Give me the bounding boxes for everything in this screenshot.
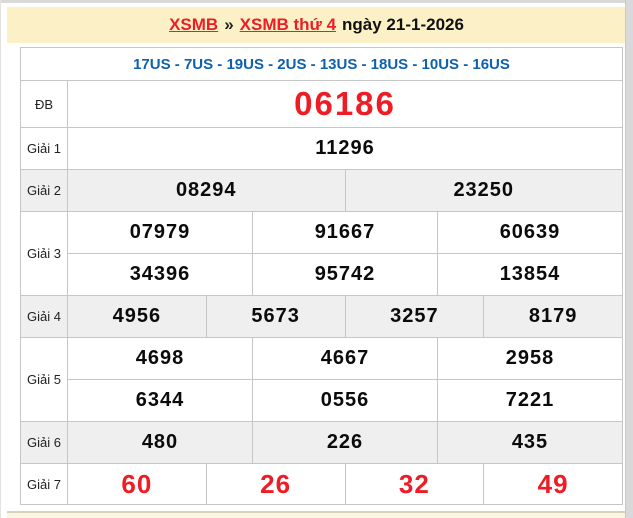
prize-cell-g3-1: 07979 (67, 211, 253, 254)
prize-row-g7: Giải 7 60 26 32 49 (20, 463, 623, 505)
loto-head-row: 17US - 7US - 19US - 2US - 13US - 18US - … (20, 47, 623, 81)
prize-label-g4: Giải 4 (20, 295, 68, 338)
xsmb-link[interactable]: XSMB (169, 15, 219, 34)
prize-row-g3a: Giải 3 07979 91667 60639 (20, 211, 623, 296)
prize-cell-g5-2: 4667 (252, 337, 438, 380)
prize-cell-g4-3: 3257 (344, 295, 485, 338)
draw-date: ngày 21-1-2026 (342, 15, 464, 34)
prize-cell-g5-6: 7221 (437, 379, 623, 422)
prize-row-g1: Giải 1 11296 (20, 127, 623, 170)
prize-label-g2: Giải 2 (20, 169, 68, 212)
prize-cell-g5-1: 4698 (67, 337, 253, 380)
prize-label-g3: Giải 3 (20, 211, 68, 296)
prize-cell-g5-4: 6344 (67, 379, 253, 422)
prize-cell-g4-2: 5673 (205, 295, 346, 338)
vertical-scrollbar[interactable] (625, 0, 633, 518)
prize-cell-db: 06186 (67, 80, 623, 128)
prize-cell-g3-6: 13854 (437, 253, 623, 296)
prize-cell-g7-3: 32 (344, 463, 485, 505)
prize-row-g5b: 6344 0556 7221 (21, 379, 623, 422)
prize-row-g4: Giải 4 4956 5673 3257 8179 (20, 295, 623, 338)
prize-label-db: ĐB (20, 80, 68, 128)
page-top-edge (0, 0, 633, 3)
prize-label-g7: Giải 7 (20, 463, 68, 505)
prize-cell-g7-1: 60 (67, 463, 207, 505)
prize-cell-g6-3: 435 (437, 421, 623, 464)
prize-cell-g4-1: 4956 (67, 295, 207, 338)
prize-row-g2: Giải 2 08294 23250 (20, 169, 623, 212)
prize-label-g5: Giải 5 (20, 337, 68, 422)
prize-cell-g3-2: 91667 (252, 211, 438, 254)
prize-cell-g5-5: 0556 (252, 379, 438, 422)
prize-cell-g6-2: 226 (252, 421, 438, 464)
prize-cell-g3-3: 60639 (437, 211, 623, 254)
prize-row-g5a: Giải 5 4698 4667 2958 (20, 337, 623, 422)
loto-line: 17US - 7US - 19US - 2US - 13US - 18US - … (20, 47, 623, 81)
prize-cell-g6-1: 480 (67, 421, 253, 464)
page-left-edge (0, 0, 1, 518)
prize-cell-g2-2: 23250 (344, 169, 623, 212)
prize-cell-g4-4: 8179 (483, 295, 623, 338)
prize-label-g1: Giải 1 (20, 127, 68, 170)
prize-cell-g1: 11296 (67, 127, 623, 170)
prize-label-g6: Giải 6 (20, 421, 68, 464)
prize-cell-g3-4: 34396 (67, 253, 253, 296)
next-section-strip (7, 511, 625, 518)
prize-cell-g2-1: 08294 (67, 169, 346, 212)
prize-cell-g7-2: 26 (205, 463, 346, 505)
prize-cell-g7-4: 49 (483, 463, 623, 505)
prize-cell-g5-3: 2958 (437, 337, 623, 380)
xsmb-day-link[interactable]: XSMB thứ 4 (239, 15, 337, 34)
title-band: XSMB » XSMB thứ 4 ngày 21-1-2026 (7, 7, 626, 43)
prize-row-g3b: 34396 95742 13854 (21, 253, 623, 296)
results-table: 17US - 7US - 19US - 2US - 13US - 18US - … (20, 47, 623, 505)
prize-row-g6: Giải 6 480 226 435 (20, 421, 623, 464)
prize-cell-g3-5: 95742 (252, 253, 438, 296)
breadcrumb-separator: » (224, 15, 234, 34)
prize-row-db: ĐB 06186 (20, 80, 623, 128)
